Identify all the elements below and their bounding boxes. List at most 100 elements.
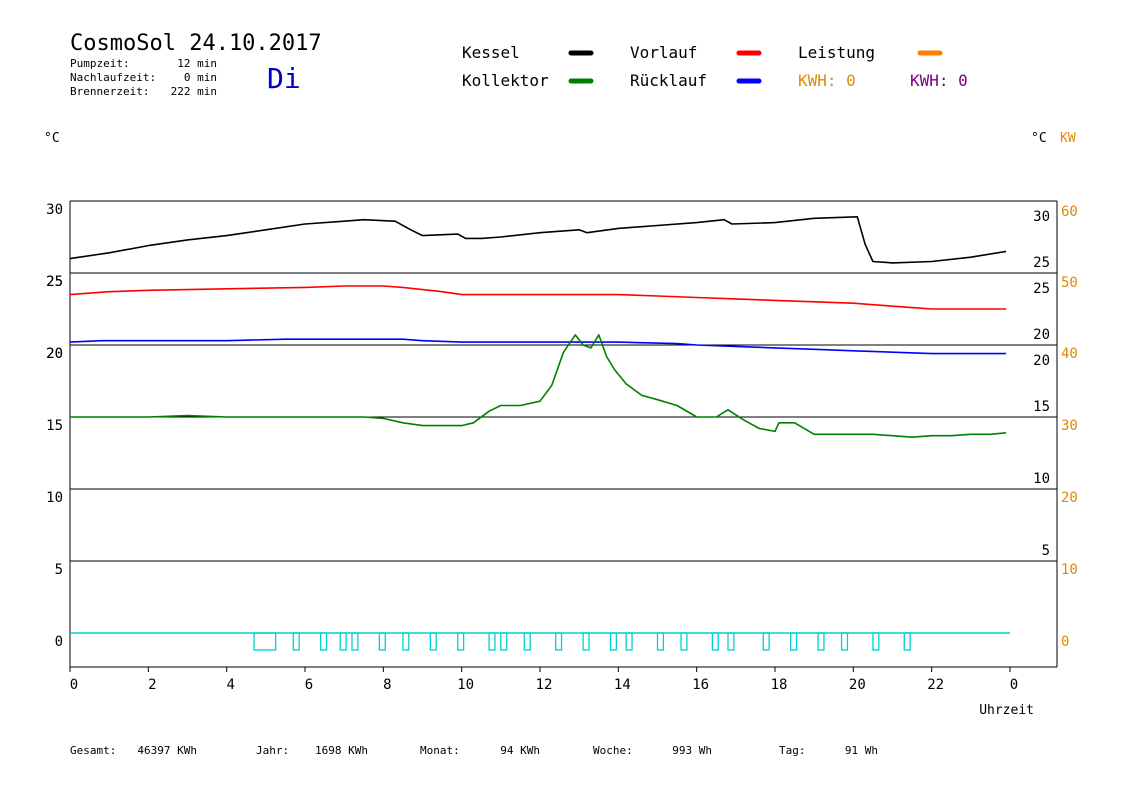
x-tick-label: 0 <box>70 677 78 693</box>
legend-label: Vorlauf <box>630 43 697 62</box>
x-tick-label: 2 <box>148 677 156 693</box>
series-line-kessel <box>69 216 1007 264</box>
x-tick-label: 14 <box>614 677 631 693</box>
left-tick-label: 25 <box>46 274 63 290</box>
right-tick-label: 15 <box>1033 399 1050 415</box>
x-tick-label: 16 <box>692 677 709 693</box>
footer-value: 1698 KWh <box>315 744 368 757</box>
right-tick-label: 5 <box>1042 543 1050 559</box>
pump-pulse <box>351 632 359 651</box>
footer-label: Monat: <box>420 744 460 757</box>
pump-pulse <box>680 632 688 651</box>
right2-tick-label: 60 <box>1061 204 1078 220</box>
pump-pulse <box>727 632 735 651</box>
right-tick-label: 20 <box>1033 327 1050 343</box>
x-tick-label: 6 <box>305 677 313 693</box>
footer-label: Tag: <box>779 744 806 757</box>
chart-title: CosmoSol 24.10.2017 <box>70 31 322 56</box>
right2-tick-label: 20 <box>1061 490 1078 506</box>
x-axis-label: Uhrzeit <box>979 703 1034 718</box>
right-unit2-label: KW <box>1060 131 1076 146</box>
right2-tick-label: 0 <box>1061 634 1069 650</box>
footer-label: Woche: <box>593 744 633 757</box>
footer-value: 46397 KWh <box>137 744 197 757</box>
stat-lines: Pumpzeit: 12 min Nachlaufzeit: 0 min Bre… <box>70 57 217 98</box>
data-series <box>69 216 1007 439</box>
pump-pulse <box>711 632 719 651</box>
pump-pulse <box>555 632 563 651</box>
pump-pulse <box>790 632 798 651</box>
x-tick-label: 4 <box>226 677 234 693</box>
footer-label: Jahr: <box>256 744 289 757</box>
pump-pulse <box>457 632 465 651</box>
x-tick-label: 8 <box>383 677 391 693</box>
x-tick-label: 18 <box>771 677 788 693</box>
pump-pulse <box>840 632 849 651</box>
x-tick-label: 0 <box>1010 677 1018 693</box>
pump-pulse <box>292 632 300 651</box>
pump-pulse <box>817 632 825 651</box>
x-tick-label: 20 <box>849 677 866 693</box>
footer-value: 94 KWh <box>500 744 540 757</box>
weekday-label: Di <box>267 62 301 95</box>
left-tick-label: 20 <box>46 346 63 362</box>
axis-units: °C °C KW <box>44 131 1076 146</box>
pump-pulse <box>378 632 386 651</box>
x-tick-label: 10 <box>457 677 474 693</box>
footer-totals: Gesamt: 46397 KWh Jahr: 1698 KWh Monat: 94 KW… <box>70 744 878 757</box>
stat-value: 222 min <box>171 85 217 98</box>
right-tick-label: 20 <box>1033 353 1050 369</box>
pump-pulse <box>609 632 618 651</box>
pump-pulse <box>903 632 911 651</box>
pump-pulse <box>656 632 665 651</box>
right2-tick-label: 50 <box>1061 275 1078 291</box>
stat-label: Nachlaufzeit: <box>70 71 156 84</box>
legend-label: Leistung <box>798 43 875 62</box>
left-tick-label: 30 <box>46 202 63 218</box>
pump-pulse <box>500 632 508 651</box>
pump-pulse <box>253 632 277 651</box>
pump-pulse <box>762 632 770 651</box>
legend-label: Kollektor <box>462 71 549 90</box>
kwh-readout: KWH: 0 <box>798 71 856 90</box>
right-tick-label: 10 <box>1033 471 1050 487</box>
series-line-rcklauf <box>69 338 1007 355</box>
right-tick-label: 25 <box>1033 255 1050 271</box>
series-line-vorlauf <box>69 285 1007 310</box>
series-line-kollektor <box>70 334 1007 439</box>
left-tick-label: 15 <box>46 418 63 434</box>
footer-label: Gesamt: <box>70 744 116 757</box>
stat-label: Pumpzeit: <box>70 57 130 70</box>
right-tick-label: 25 <box>1033 281 1050 297</box>
right2-tick-label: 10 <box>1061 562 1078 578</box>
right-tick-label: 30 <box>1033 209 1050 225</box>
right2-tick-label: 40 <box>1061 346 1078 362</box>
right2-tick-label: 30 <box>1061 418 1078 434</box>
pump-pulse <box>339 632 347 651</box>
pump-pulses <box>70 632 1010 651</box>
legend-label: Kessel <box>462 43 520 62</box>
plot-frame <box>69 200 1058 668</box>
pump-pulse <box>429 632 437 651</box>
pump-pulse <box>523 632 531 651</box>
x-tick-label: 22 <box>927 677 944 693</box>
pump-pulse <box>872 632 880 651</box>
pump-pulse <box>625 632 633 651</box>
pump-pulse <box>320 632 328 651</box>
footer-value: 91 Wh <box>845 744 878 757</box>
legend-label: Rücklauf <box>630 71 707 90</box>
left-tick-label: 5 <box>55 562 63 578</box>
legend: Kessel Vorlauf Leistung Kollektor Rücklauf KW… <box>462 43 968 90</box>
x-tick-label: 12 <box>536 677 553 693</box>
stat-value: 12 min <box>177 57 217 70</box>
footer-value: 993 Wh <box>672 744 712 757</box>
pump-pulse <box>488 632 496 651</box>
header: CosmoSol 24.10.2017 Pumpzeit: 12 min Nac… <box>70 31 322 98</box>
left-unit-label: °C <box>44 131 60 146</box>
kwh-readout: KWH: 0 <box>910 71 968 90</box>
stat-label: Brennerzeit: <box>70 85 149 98</box>
right-unit-label: °C <box>1031 131 1047 146</box>
stat-value: 0 min <box>184 71 217 84</box>
left-tick-label: 25 <box>46 274 63 290</box>
